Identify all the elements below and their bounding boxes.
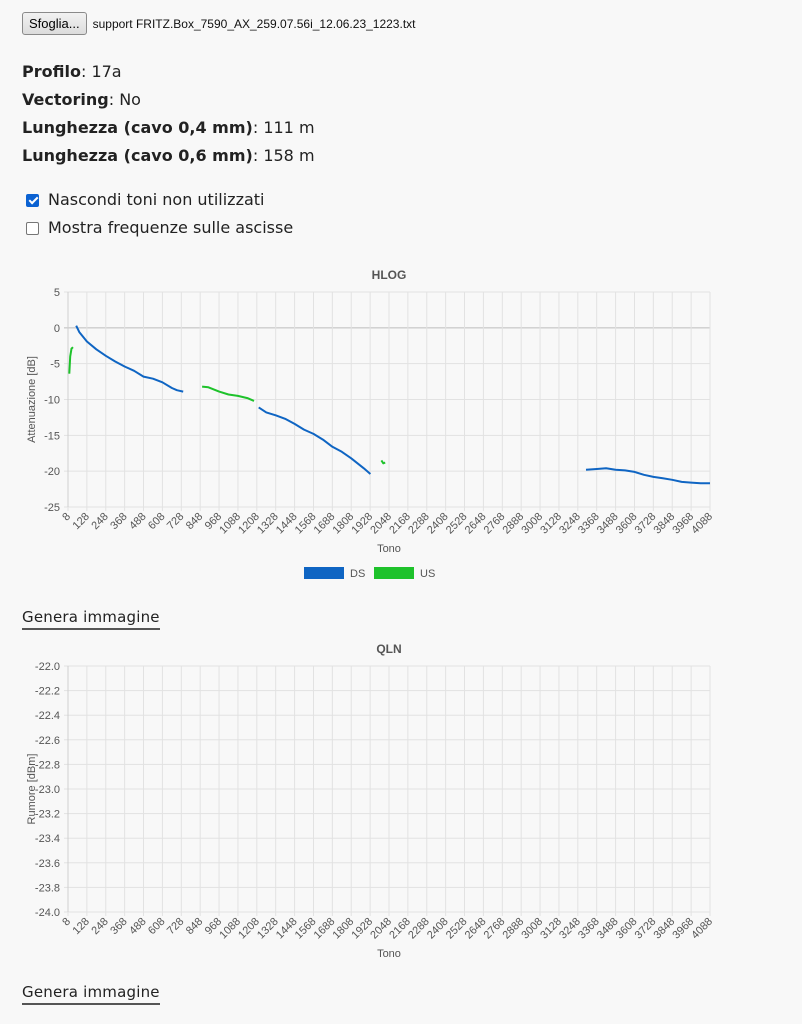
y-tick-label: -23.6 xyxy=(35,858,60,870)
show-frequencies-checkbox[interactable] xyxy=(26,221,39,235)
info-label: Lunghezza (cavo 0,6 mm) xyxy=(22,146,253,165)
chart-title: HLOG xyxy=(372,268,407,282)
y-axis-label: Attenuazione [dB] xyxy=(26,356,38,443)
file-picker: Sfoglia... support FRITZ.Box_7590_AX_259… xyxy=(22,12,416,35)
generate-image-button[interactable]: Genera immagine xyxy=(22,983,160,1005)
info-label: Lunghezza (cavo 0,4 mm) xyxy=(22,118,253,137)
info-value: No xyxy=(119,90,141,109)
info-length-04: Lunghezza (cavo 0,4 mm): 111 m xyxy=(22,118,315,137)
x-tick-label: 488 xyxy=(127,916,148,937)
info-length-06: Lunghezza (cavo 0,6 mm): 158 m xyxy=(22,146,315,165)
info-value: 158 m xyxy=(263,146,315,165)
x-axis-label: Tono xyxy=(377,543,401,555)
legend-label: US xyxy=(420,568,435,580)
hlog-chart: HLOG 5 0 -5 -10 -15 -20 -2581282483684886087288… xyxy=(26,268,715,580)
y-tick-label: 5 xyxy=(54,287,60,299)
series-line-ds xyxy=(258,406,372,475)
legend-swatch-ds xyxy=(304,567,344,579)
x-tick-label: 8 xyxy=(60,916,73,929)
x-tick-label: 128 xyxy=(71,916,92,937)
x-tick-label: 608 xyxy=(146,511,167,532)
y-tick-label: -22.8 xyxy=(35,759,60,771)
hide-unused-tones-checkbox[interactable] xyxy=(26,193,39,207)
info-value: 17a xyxy=(91,62,122,81)
hide-unused-tones-label: Nascondi toni non utilizzati xyxy=(48,190,265,209)
selected-file-name: support FRITZ.Box_7590_AX_259.07.56i_12.… xyxy=(92,16,416,31)
info-vectoring: Vectoring: No xyxy=(22,90,141,109)
y-tick-label: 0 xyxy=(54,323,60,335)
y-tick-label: -5 xyxy=(50,359,60,371)
series-line-ds xyxy=(585,467,710,485)
y-tick-label: -15 xyxy=(44,430,60,442)
x-tick-label: 488 xyxy=(127,511,148,532)
info-label: Profilo xyxy=(22,62,81,81)
x-tick-label: 128 xyxy=(71,511,92,532)
info-profile: Profilo: 17a xyxy=(22,62,122,81)
x-tick-label: 4088 xyxy=(689,511,715,537)
chart-title: QLN xyxy=(376,642,401,656)
series-line-us xyxy=(380,459,386,465)
line-info: Profilo: 17a Vectoring: No Lunghezza (ca… xyxy=(22,58,315,170)
y-tick-label: -22.0 xyxy=(35,661,60,673)
y-tick-label: -22.2 xyxy=(35,686,60,698)
x-tick-label: 368 xyxy=(108,511,129,532)
x-tick-label: 248 xyxy=(89,511,110,532)
show-frequencies-label: Mostra frequenze sulle ascisse xyxy=(48,218,294,237)
y-tick-label: -10 xyxy=(44,395,60,407)
x-tick-label: 368 xyxy=(108,916,129,937)
info-label: Vectoring xyxy=(22,90,109,109)
x-tick-label: 608 xyxy=(146,916,167,937)
qln-chart: QLN -22.0 -22.2 -22.4 -22.6 -22.8 -23.0 -23.2 -2… xyxy=(26,642,715,960)
series-line-us xyxy=(68,346,74,374)
x-tick-label: 248 xyxy=(89,916,110,937)
browse-button[interactable]: Sfoglia... xyxy=(22,12,87,35)
series-line-us xyxy=(201,385,255,402)
legend-swatch-us xyxy=(374,567,414,579)
generate-image-button[interactable]: Genera immagine xyxy=(22,608,160,630)
series-line-ds xyxy=(75,325,184,393)
info-value: 111 m xyxy=(263,118,315,137)
y-tick-label: -20 xyxy=(44,466,60,478)
y-tick-label: -23.4 xyxy=(35,833,60,845)
display-options: Nascondi toni non utilizzati Mostra freq… xyxy=(22,186,293,242)
y-tick-label: -23.0 xyxy=(35,784,60,796)
hide-unused-tones-option[interactable]: Nascondi toni non utilizzati xyxy=(22,186,293,214)
x-tick-label: 8 xyxy=(60,511,73,524)
x-tick-label: 848 xyxy=(184,916,205,937)
y-tick-label: -22.6 xyxy=(35,735,60,747)
x-tick-label: 848 xyxy=(184,511,205,532)
y-tick-label: -23.2 xyxy=(35,809,60,821)
x-tick-label: 728 xyxy=(165,916,186,937)
x-axis-label: Tono xyxy=(377,948,401,960)
x-tick-label: 728 xyxy=(165,511,186,532)
y-axis-label: Rumore [dBm] xyxy=(26,754,38,825)
show-frequencies-option[interactable]: Mostra frequenze sulle ascisse xyxy=(22,214,293,242)
y-tick-label: -25 xyxy=(44,502,60,514)
y-tick-label: -22.4 xyxy=(35,710,60,722)
x-tick-label: 4088 xyxy=(689,916,715,942)
y-tick-label: -24.0 xyxy=(35,907,60,919)
y-tick-label: -23.8 xyxy=(35,882,60,894)
legend-label: DS xyxy=(350,568,365,580)
